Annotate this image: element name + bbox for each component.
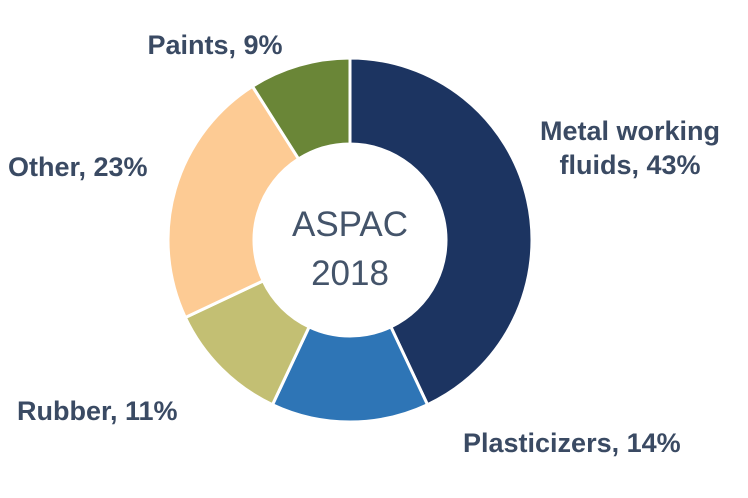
slice-label-line: Metal working <box>540 116 720 146</box>
slice-label-line: Paints, 9% <box>147 30 282 60</box>
slice-label-metal-working-fluids: Metal working fluids, 43% <box>540 116 720 180</box>
slice-metal-working-fluids <box>348 56 534 407</box>
slice-label-other: Other, 23% <box>8 152 148 182</box>
slice-label-plasticizers: Plasticizers, 14% <box>463 428 681 458</box>
slice-paints <box>250 56 352 161</box>
center-label-line-1: ASPAC <box>292 205 408 244</box>
center-label-line-2: 2018 <box>311 254 389 293</box>
slice-label-line: fluids, 43% <box>559 150 700 180</box>
slice-label-rubber: Rubber, 11% <box>17 396 178 426</box>
slice-other <box>166 84 301 319</box>
slices-layer <box>166 56 534 424</box>
labels-layer: Metal working fluids, 43% Plasticizers, 14… <box>8 30 720 458</box>
slice-label-line: Rubber, 11% <box>17 396 178 426</box>
slice-label-line: Plasticizers, 14% <box>463 428 681 458</box>
slice-label-paints: Paints, 9% <box>147 30 282 60</box>
slice-label-line: Other, 23% <box>8 152 148 182</box>
